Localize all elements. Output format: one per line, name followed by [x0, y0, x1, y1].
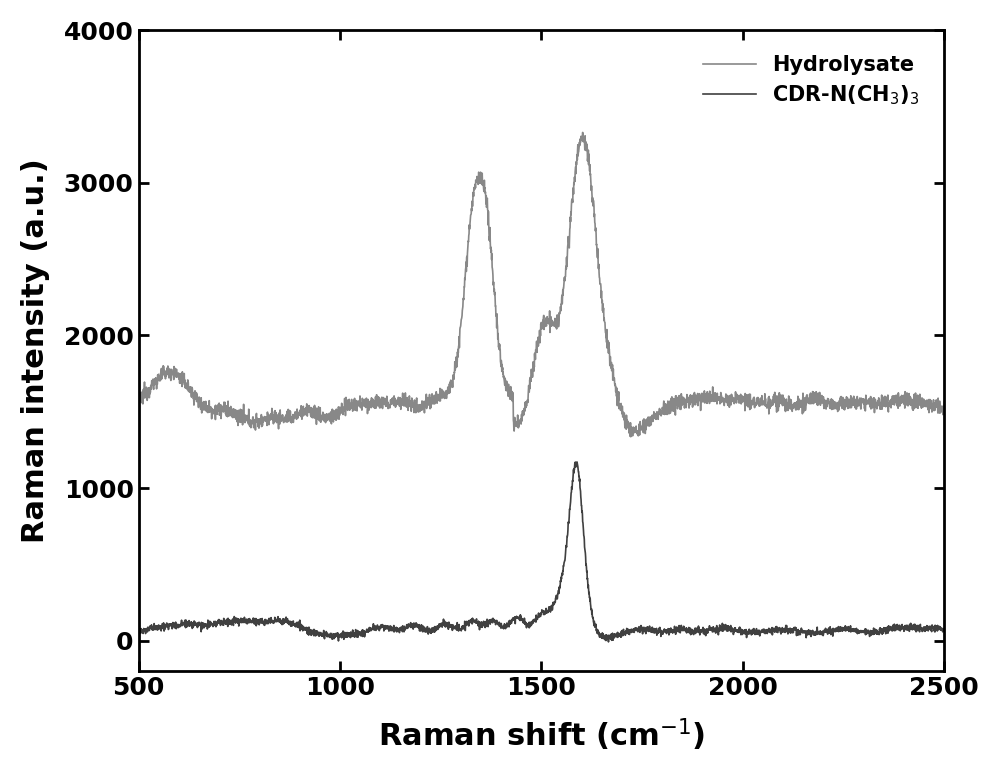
CDR-N(CH$_3$)$_3$ [571, 457, 583, 467]
Hydrolysate [938, 398, 950, 407]
Hydrolysate [272, 418, 284, 427]
CDR-N(CH$_3$)$_3$ [938, 625, 950, 634]
CDR-N(CH$_3$)$_3$ [923, 622, 935, 631]
CDR-N(CH$_3$)$_3$ [836, 623, 848, 632]
Hydrolysate [133, 397, 145, 406]
Hydrolysate [625, 432, 637, 441]
Hydrolysate [923, 408, 935, 417]
Hydrolysate [224, 411, 236, 420]
Hydrolysate [836, 404, 848, 413]
Line: Hydrolysate: Hydrolysate [139, 132, 944, 437]
Y-axis label: Raman intensity (a.u.): Raman intensity (a.u.) [21, 159, 50, 543]
Legend: Hydrolysate, CDR-N(CH$_3$)$_3$: Hydrolysate, CDR-N(CH$_3$)$_3$ [695, 47, 928, 115]
CDR-N(CH$_3$)$_3$ [442, 622, 454, 632]
Line: CDR-N(CH$_3$)$_3$: CDR-N(CH$_3$)$_3$ [139, 462, 944, 642]
CDR-N(CH$_3$)$_3$ [133, 626, 145, 635]
CDR-N(CH$_3$)$_3$ [272, 614, 284, 623]
CDR-N(CH$_3$)$_3$ [602, 637, 614, 646]
CDR-N(CH$_3$)$_3$ [224, 618, 236, 628]
Hydrolysate [577, 128, 589, 137]
CDR-N(CH$_3$)$_3$ [476, 621, 488, 630]
Hydrolysate [476, 178, 488, 187]
X-axis label: Raman shift (cm$^{-1}$): Raman shift (cm$^{-1}$) [378, 717, 705, 753]
Hydrolysate [442, 389, 454, 399]
